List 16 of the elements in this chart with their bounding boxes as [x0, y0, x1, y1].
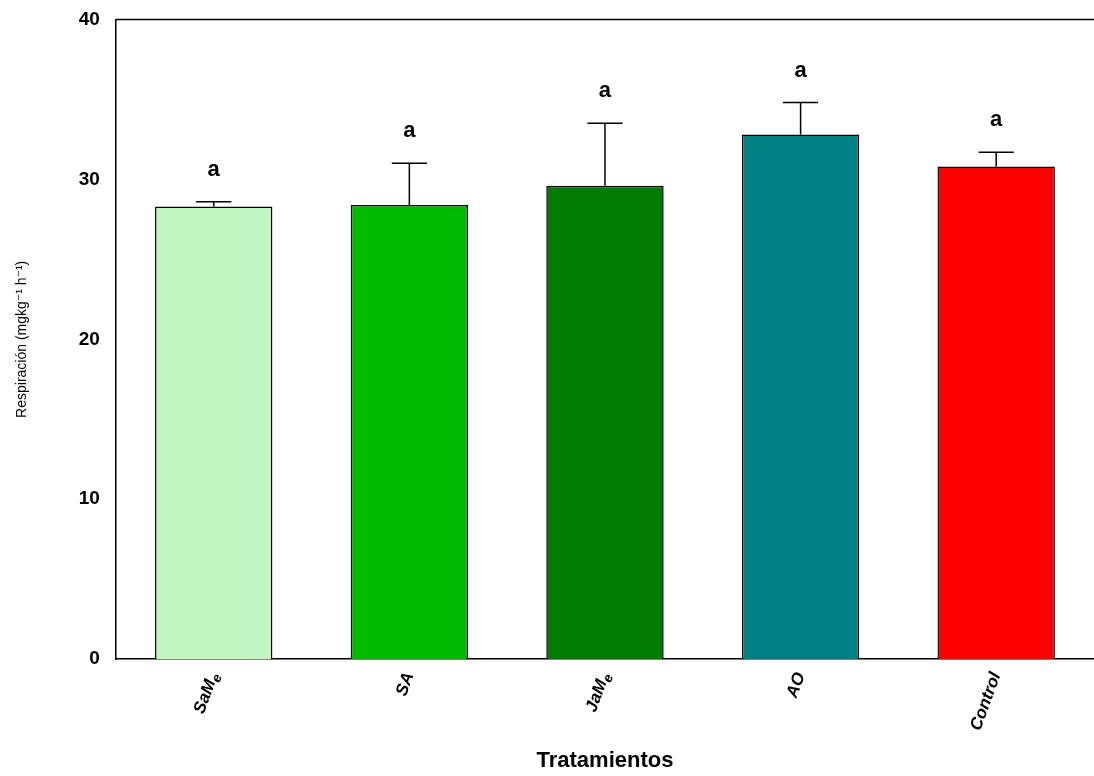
y-axis-title: Respiración (mgkg⁻¹ h⁻¹): [13, 260, 30, 418]
x-tick-label: AO: [781, 669, 809, 702]
x-tick-label: SaMe: [189, 671, 226, 717]
x-tick-label: SA: [391, 669, 418, 699]
annotation: a: [794, 56, 808, 82]
y-tick-label: 30: [78, 167, 100, 189]
y-tick-label: 40: [78, 7, 100, 29]
annotation: a: [207, 155, 221, 181]
annotation: a: [403, 117, 417, 143]
x-axis-title: Tratamientos: [536, 746, 674, 772]
x-tick-label: JaMe: [581, 671, 617, 715]
annotation: a: [990, 106, 1004, 132]
y-tick-label: 0: [89, 647, 100, 669]
y-tick-label: 10: [78, 487, 100, 509]
annotation: a: [598, 77, 612, 103]
y-tick-label: 20: [78, 327, 100, 349]
